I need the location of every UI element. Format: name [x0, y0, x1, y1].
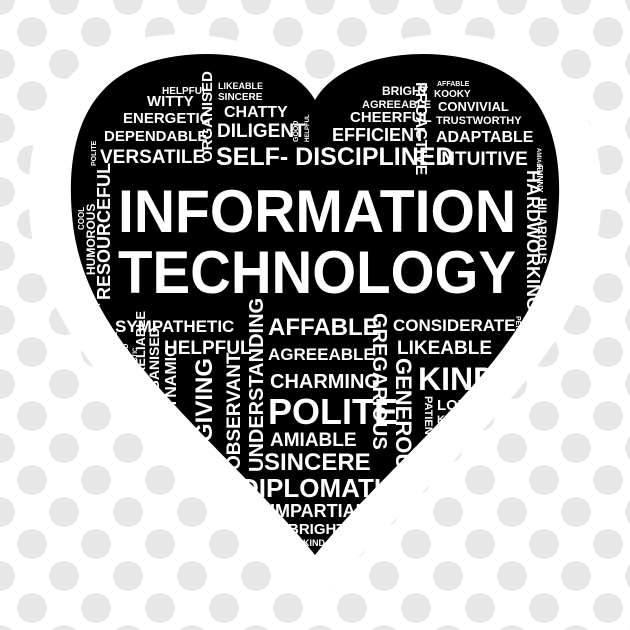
- word-loyal: LOYAL: [437, 397, 486, 414]
- word-kooky: KOOKY: [434, 89, 471, 100]
- word-good-tiny: GOOD: [293, 121, 300, 142]
- word-humorous: HUMOROUS: [84, 204, 98, 275]
- word-chatty: CHATTY: [224, 104, 288, 121]
- word-diligent-right: DILIGENT: [437, 427, 480, 437]
- word-enthusiastic: ENTHUSIASTIC: [133, 347, 139, 392]
- word-energetic: ENERGETIC: [123, 110, 211, 127]
- word-determined: DETERMINED: [123, 344, 130, 390]
- word-dynamic: DYNAMIC: [163, 345, 180, 420]
- word-reliable: RELIABLE: [133, 311, 148, 376]
- word-sincere-big: SINCERE: [264, 449, 371, 476]
- word-passionate: PASSIONATE: [112, 331, 119, 376]
- word-polite: POLITE: [268, 391, 398, 432]
- word-affable-tiny: AFFABLE: [437, 81, 470, 88]
- word-great: GREAT: [540, 280, 549, 308]
- word-polite-tiny: POLITE: [91, 140, 98, 166]
- heart-shape: [70, 53, 560, 555]
- word-understanding: UNDERSTANDING: [246, 298, 268, 472]
- word-convivial: CONVIVIAL: [438, 99, 509, 114]
- word-sympathetic: SYMPATHETIC: [115, 317, 234, 336]
- word-adaptable: ADAPTABLE: [436, 129, 534, 146]
- word-bright: BRIGHT: [382, 84, 429, 98]
- word-sincere: SINCERE: [218, 92, 263, 103]
- word-impartial: IMPARTIAL: [270, 501, 367, 521]
- word-decisive: DECISIVE: [493, 360, 500, 393]
- word-proactive: PROACTIVE: [412, 82, 429, 176]
- word-persistent: PERSISTENT: [514, 316, 521, 361]
- title-technology: TECHNOLOGY: [118, 239, 516, 306]
- word-flexible: FLEXIBLE: [523, 316, 530, 350]
- word-likeable: LIKEABLE: [397, 338, 492, 359]
- word-funny: FUNNY: [535, 165, 544, 193]
- word-generous: GENEROUS: [391, 358, 416, 484]
- word-amiable-tiny: AMIABLE: [535, 148, 541, 175]
- word-kind-bottom: KIND: [303, 538, 325, 548]
- word-kind-right: KIND: [418, 361, 496, 397]
- word-good-left: GOOD: [77, 281, 86, 306]
- word-efficient: EFFICIENT: [332, 125, 425, 145]
- word-helpful-mid: HELPFUL: [164, 338, 252, 359]
- word-likeable: LIKEABLE: [218, 81, 263, 91]
- word-trustworthy: TRUSTWORTHY: [436, 115, 522, 127]
- word-helpful: HELPFUL: [162, 86, 208, 97]
- word-cool: COOL: [77, 207, 86, 230]
- word-cheerful: CHEERFUL: [350, 109, 432, 126]
- word-agreeable: AGREEABLE: [362, 99, 431, 111]
- word-witty: WITTY: [147, 93, 194, 110]
- word-chatty-small: CHATTY: [95, 302, 102, 330]
- word-diligent: DILIGENT: [217, 121, 306, 142]
- word-amiable: AMIABLE: [270, 430, 357, 451]
- word-diplomatic: DIPLOMATIC: [240, 473, 400, 503]
- word-bright-bottom: BRIGHT: [288, 521, 346, 538]
- word-organised-mid: ORGANISED: [146, 327, 162, 412]
- word-charming: CHARMING: [270, 371, 380, 393]
- word-patient: PATIENT: [422, 396, 434, 442]
- word-observant: OBSERVANT: [224, 352, 245, 470]
- word-hardworking: HARDWORKING: [523, 170, 543, 311]
- word-kind-left: KIND: [101, 332, 110, 352]
- word-organised: ORGANISED: [199, 71, 216, 162]
- word-self-disciplined: SELF- DISCIPLINED: [216, 143, 454, 171]
- word-kooky-right: KOOKY: [437, 414, 478, 426]
- word-hilarious: HILARIOUS: [535, 198, 549, 264]
- word-helpful-tiny: HELPFUL: [305, 114, 311, 142]
- word-agreeable-mid: AGREEABLE: [268, 345, 375, 364]
- word-giving: GIVING: [191, 358, 218, 442]
- word-considerate: CONSIDERATE: [393, 316, 515, 335]
- title-information: INFORMATION: [118, 178, 516, 245]
- word-intuitive: INTUITIVE: [436, 149, 528, 170]
- word-affable: AFFABLE: [268, 314, 379, 341]
- word-versatile: VERSATILE: [100, 147, 205, 168]
- word-gregarious: GREGARIOUS: [368, 313, 390, 450]
- word-dependable: DEPENDABLE: [104, 128, 207, 145]
- word-resourceful: RESOURCEFUL: [94, 163, 114, 300]
